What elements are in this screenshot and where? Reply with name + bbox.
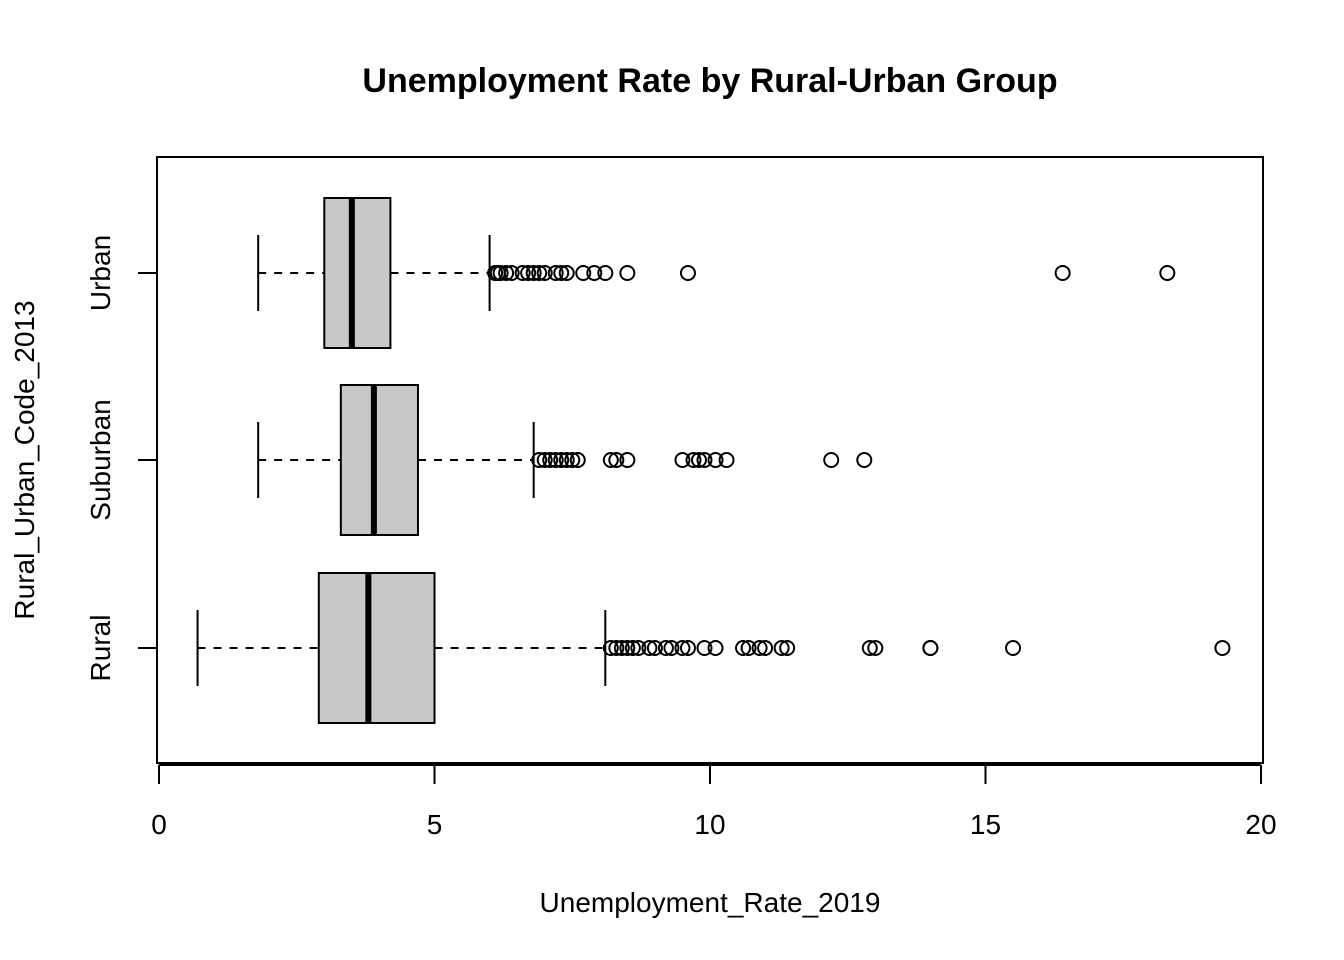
outlier-point [514, 265, 531, 281]
outlier-point [690, 452, 707, 468]
iqr-box [317, 572, 436, 724]
outlier-point [547, 265, 564, 281]
outlier-point [558, 452, 575, 468]
y-tick-label: Urban [85, 235, 116, 311]
outlier-point [751, 640, 768, 656]
outlier-point [608, 452, 625, 468]
outlier-point [867, 640, 884, 656]
outlier-point [536, 265, 553, 281]
outlier-point [679, 265, 696, 281]
outlier-point [740, 640, 757, 656]
outlier-point [630, 640, 647, 656]
outlier-point [553, 265, 570, 281]
outlier-point [646, 640, 663, 656]
outlier-point [674, 452, 691, 468]
outlier-point [575, 265, 592, 281]
outlier-point [657, 640, 674, 656]
outlier-point [718, 452, 735, 468]
outlier-point [602, 452, 619, 468]
outlier-point [569, 452, 586, 468]
outlier-point [1005, 640, 1022, 656]
outlier-point [641, 640, 658, 656]
outlier-point [503, 265, 520, 281]
x-axis-label: Unemployment_Rate_2019 [540, 887, 881, 918]
x-tick-label: 15 [970, 809, 1001, 840]
outlier-point [1159, 265, 1176, 281]
outlier-point [619, 452, 636, 468]
box-suburban [257, 384, 873, 536]
iqr-box [339, 384, 419, 536]
x-tick-label: 0 [151, 809, 167, 840]
outlier-point [608, 640, 625, 656]
outlier-point [619, 265, 636, 281]
outlier-point [597, 265, 614, 281]
outlier-point [922, 640, 939, 656]
outlier-point [696, 452, 713, 468]
box-group [196, 197, 1231, 724]
outlier-point [553, 452, 570, 468]
outlier-point [531, 452, 548, 468]
y-tick-label: Suburban [85, 399, 116, 520]
outlier-point [707, 640, 724, 656]
outlier-point [696, 640, 713, 656]
x-tick-label: 20 [1245, 809, 1276, 840]
outlier-point [586, 265, 603, 281]
box-rural [196, 572, 1231, 724]
x-tick-label: 5 [427, 809, 443, 840]
outlier-point [757, 640, 774, 656]
chart-title: Unemployment Rate by Rural-Urban Group [362, 62, 1057, 100]
y-tick-label: Rural [85, 615, 116, 682]
outlier-point [520, 265, 537, 281]
outlier-point [619, 640, 636, 656]
outlier-point [602, 640, 619, 656]
y-axis: Rural Suburban Urban [85, 235, 157, 682]
outlier-point [707, 452, 724, 468]
outlier-point [492, 265, 509, 281]
outlier-point [536, 452, 553, 468]
outlier-point [1214, 640, 1231, 656]
outlier-point [735, 640, 752, 656]
outlier-point [773, 640, 790, 656]
outlier-point [558, 265, 575, 281]
x-axis: 0 5 10 15 20 [151, 764, 1277, 840]
iqr-box [323, 197, 392, 349]
outlier-point [823, 452, 840, 468]
x-tick-label: 10 [694, 809, 725, 840]
outlier-point [679, 640, 696, 656]
outlier-point [564, 452, 581, 468]
y-axis-label: Rural_Urban_Code_2013 [9, 300, 40, 619]
outlier-point [779, 640, 796, 656]
outlier-point [861, 640, 878, 656]
outlier-point [542, 452, 559, 468]
outlier-point [613, 640, 630, 656]
outlier-point [525, 265, 542, 281]
outlier-point [856, 452, 873, 468]
box-urban [257, 197, 1176, 349]
outlier-point [547, 452, 564, 468]
outlier-point [1054, 265, 1071, 281]
outlier-point [685, 452, 702, 468]
outlier-point [674, 640, 691, 656]
outlier-point [531, 265, 548, 281]
outlier-point [624, 640, 641, 656]
outlier-point [498, 265, 515, 281]
outlier-point [663, 640, 680, 656]
